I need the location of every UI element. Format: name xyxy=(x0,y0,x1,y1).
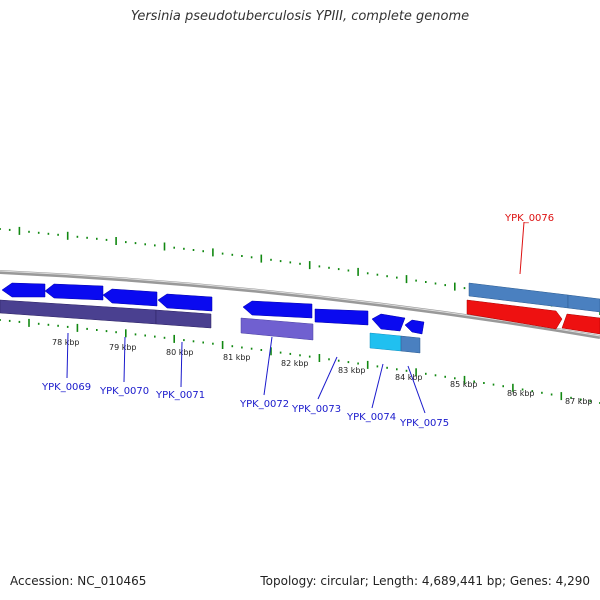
callout-line xyxy=(66,332,69,379)
rrna-arrow[interactable] xyxy=(466,299,563,330)
callout-line xyxy=(180,341,183,388)
cds-bar[interactable] xyxy=(240,317,314,341)
callout-line xyxy=(263,336,273,396)
kbp-label: 80 kbp xyxy=(166,348,194,357)
cds-bar[interactable] xyxy=(369,332,402,352)
gene-arrow[interactable] xyxy=(314,308,369,326)
kbp-label: 85 kbp xyxy=(450,380,478,389)
kbp-label: 86 kbp xyxy=(507,389,535,398)
accession-text: Accession: NC_010465 xyxy=(10,574,147,588)
callout-line xyxy=(123,336,126,383)
forward-gene-track xyxy=(1,282,600,335)
gene-label[interactable]: YPK_0075 xyxy=(399,418,449,429)
callout-line xyxy=(519,221,525,275)
gene-arrow[interactable] xyxy=(44,283,104,301)
kbp-label: 79 kbp xyxy=(109,343,137,352)
callout-line xyxy=(317,356,338,400)
gene-label[interactable]: YPK_0070 xyxy=(99,386,149,397)
callout-line xyxy=(407,365,426,414)
gene-arrow[interactable] xyxy=(404,319,425,335)
gene-label[interactable]: YPK_0069 xyxy=(41,382,91,393)
kbp-label: 78 kbp xyxy=(52,338,80,347)
gene-arrow[interactable] xyxy=(1,282,46,298)
gene-arrow[interactable] xyxy=(242,300,313,319)
gene-label[interactable]: YPK_0076 xyxy=(504,213,554,224)
gene-callouts: YPK_0069 YPK_0070 YPK_0071 YPK_0072 YPK_… xyxy=(41,213,554,429)
gene-arrow[interactable] xyxy=(567,294,600,313)
callout-line xyxy=(371,363,384,409)
gene-label[interactable]: YPK_0074 xyxy=(346,412,396,423)
cds-bar[interactable] xyxy=(155,309,212,329)
genome-summary-text: Topology: circular; Length: 4,689,441 bp… xyxy=(260,574,590,588)
gene-label[interactable]: YPK_0072 xyxy=(239,399,289,410)
kbp-label: 84 kbp xyxy=(395,373,423,382)
kbp-label: 87 kbp xyxy=(565,397,593,406)
kbp-label: 83 kbp xyxy=(338,366,366,375)
cds-bar[interactable] xyxy=(400,335,421,354)
gene-arrow[interactable] xyxy=(157,293,213,312)
rrna-arrow[interactable] xyxy=(561,313,600,335)
kbp-label: 82 kbp xyxy=(281,359,309,368)
gene-label[interactable]: YPK_0073 xyxy=(291,404,341,415)
kbp-label: 81 kbp xyxy=(223,353,251,362)
genome-title: Yersinia pseudotuberculosis YPIII, compl… xyxy=(130,9,470,24)
top-tick-ruler xyxy=(0,226,600,315)
bottom-tick-ruler xyxy=(0,318,600,404)
gene-arrow[interactable] xyxy=(102,288,158,307)
gene-label[interactable]: YPK_0071 xyxy=(155,390,205,401)
kbp-scale-labels: 78 kbp 79 kbp 80 kbp 81 kbp 82 kbp 83 kb… xyxy=(52,338,593,406)
gene-arrow[interactable] xyxy=(371,313,406,332)
cds-track xyxy=(0,299,600,354)
genome-backbone xyxy=(0,270,600,339)
